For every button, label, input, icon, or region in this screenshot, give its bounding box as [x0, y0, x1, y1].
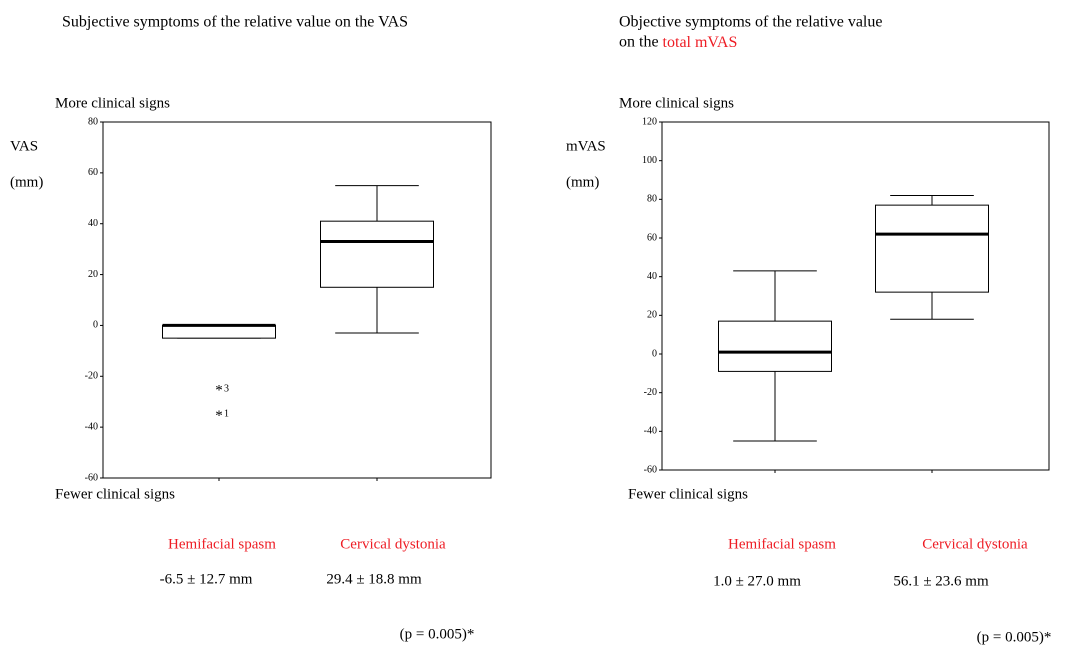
category-label: Cervical dystonia — [340, 536, 446, 552]
chart-title: Subjective symptoms of the relative valu… — [62, 14, 408, 31]
y-tick-label: 60 — [647, 232, 657, 243]
top-label: More clinical signs — [619, 95, 734, 111]
bottom-label: Fewer clinical signs — [55, 486, 175, 502]
y-axis-label: VAS — [10, 138, 38, 154]
y-tick-label: 120 — [642, 116, 657, 127]
y-tick-label: -40 — [644, 426, 657, 437]
category-label: Hemifacial spasm — [168, 536, 276, 552]
y-tick-label: 60 — [88, 167, 98, 178]
box — [162, 324, 276, 339]
summary-label: 29.4 ± 18.8 mm — [326, 571, 422, 587]
box — [718, 320, 832, 372]
category-label: Hemifacial spasm — [728, 536, 836, 552]
y-tick-label: 80 — [88, 116, 98, 127]
y-tick-label: -60 — [644, 464, 657, 475]
y-tick-label: 40 — [647, 271, 657, 282]
y-tick-label: 20 — [647, 310, 657, 321]
y-tick-label: 80 — [647, 194, 657, 205]
y-tick-label: 0 — [93, 320, 98, 331]
y-axis-label: mVAS — [566, 138, 606, 154]
p-value: (p = 0.005)* — [977, 629, 1052, 645]
y-tick-label: -40 — [85, 421, 98, 432]
y-tick-label: 0 — [652, 348, 657, 359]
box — [320, 220, 434, 288]
y-tick-label: 40 — [88, 218, 98, 229]
outlier: * — [215, 382, 223, 398]
chart-title: Objective symptoms of the relative value — [619, 14, 882, 31]
outlier: * — [215, 408, 223, 424]
title-highlight: total mVAS — [663, 34, 738, 51]
outlier-label: 1 — [224, 409, 229, 420]
plot-frame — [102, 121, 492, 479]
summary-label: 1.0 ± 27.0 mm — [713, 573, 801, 589]
summary-label: 56.1 ± 23.6 mm — [893, 573, 989, 589]
summary-label: -6.5 ± 12.7 mm — [160, 571, 253, 587]
y-axis-label: (mm) — [566, 174, 599, 190]
y-tick-label: 100 — [642, 155, 657, 166]
y-tick-label: -60 — [85, 472, 98, 483]
y-tick-label: -20 — [644, 387, 657, 398]
chart-title: on the total mVAS — [619, 34, 737, 51]
top-label: More clinical signs — [55, 95, 170, 111]
category-label: Cervical dystonia — [922, 536, 1028, 552]
y-tick-label: -20 — [85, 371, 98, 382]
y-tick-label: 20 — [88, 269, 98, 280]
y-axis-label: (mm) — [10, 174, 43, 190]
bottom-label: Fewer clinical signs — [628, 486, 748, 502]
plot-frame — [661, 121, 1050, 471]
box — [875, 204, 989, 293]
outlier-label: 3 — [224, 383, 229, 394]
p-value: (p = 0.005)* — [400, 626, 475, 642]
